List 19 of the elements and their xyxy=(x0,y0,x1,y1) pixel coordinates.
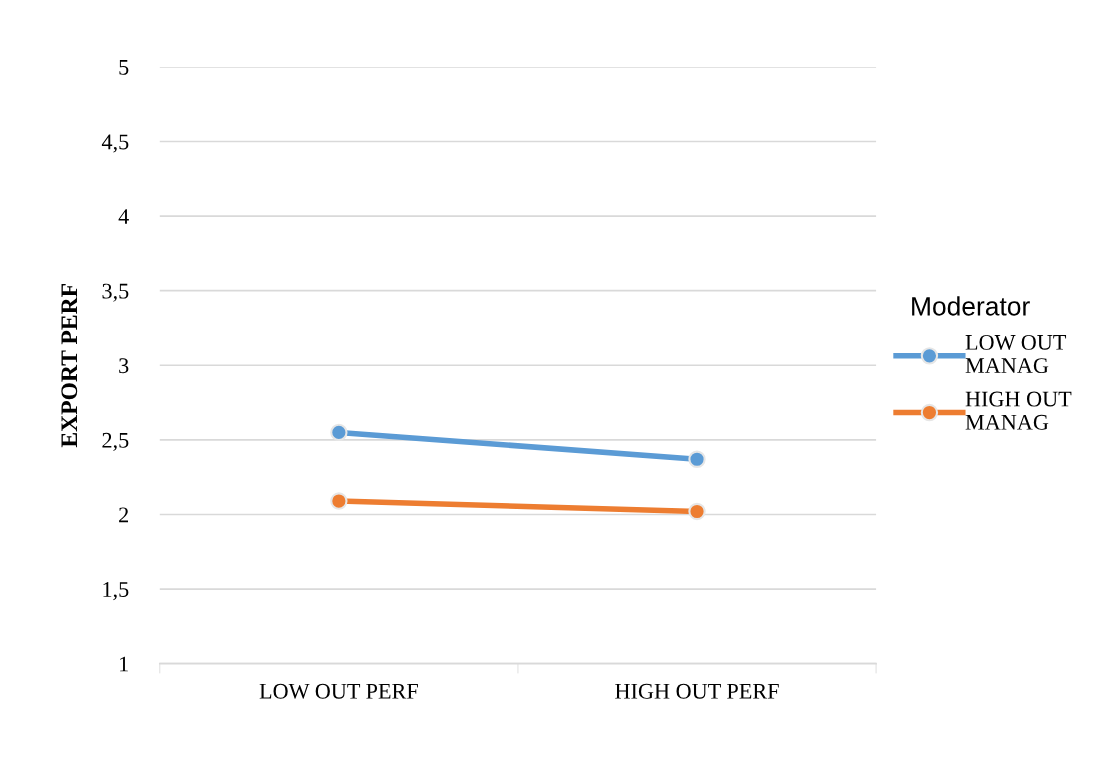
point xyxy=(688,502,706,521)
point xyxy=(688,450,706,468)
y-tick-label: 1 xyxy=(120,656,128,672)
y-tick-label: 1,5 xyxy=(103,582,129,601)
y-tick-label: 2,5 xyxy=(102,432,129,451)
point xyxy=(330,492,348,510)
y-tick-label: 5 xyxy=(119,60,129,75)
point xyxy=(330,423,348,442)
legend-label: HIGH OUT MANAG xyxy=(965,391,1072,430)
y-tick-label: 4,5 xyxy=(101,134,129,153)
y-axis-title: EXPORT PERF xyxy=(61,284,78,448)
legend-label: LOW OUT MANAG xyxy=(965,334,1067,374)
y-tick-label: 3 xyxy=(119,358,129,374)
y-tick-label: 3,5 xyxy=(102,283,129,302)
y-tick-label: 4 xyxy=(118,209,129,224)
x-tick-label: HIGH OUT PERF xyxy=(615,683,779,699)
legend-title: Moderator xyxy=(912,296,1030,316)
x-tick-label: LOW OUT PERF xyxy=(259,683,418,699)
y-tick-label: 2 xyxy=(119,507,129,523)
